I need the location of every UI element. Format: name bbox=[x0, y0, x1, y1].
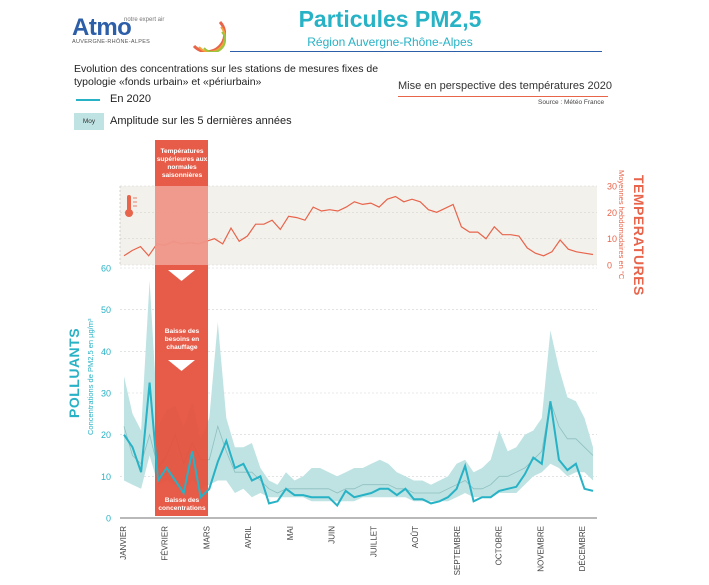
month-tick-label: FÉVRIER bbox=[161, 526, 170, 561]
title-divider bbox=[230, 51, 602, 52]
pm-tick-label: 0 bbox=[106, 514, 111, 524]
temperature-tick-label: 30 bbox=[607, 182, 617, 192]
annotation-bar-highlight bbox=[155, 186, 208, 265]
legend-2020-label: En 2020 bbox=[110, 93, 151, 105]
month-tick-label: OCTOBRE bbox=[495, 526, 504, 565]
pm-tick-label: 10 bbox=[101, 472, 111, 482]
annotation-bar bbox=[155, 140, 208, 516]
month-tick-label: MAI bbox=[286, 526, 295, 540]
chart-description: Evolution des concentrations sur les sta… bbox=[74, 63, 379, 88]
logo-arc-icon bbox=[192, 20, 226, 52]
month-tick-label: DÉCEMBRE bbox=[578, 526, 587, 571]
logo-tagline: notre expert air bbox=[124, 17, 165, 23]
temperature-tick-label: 10 bbox=[607, 234, 617, 244]
month-tick-label: NOVEMBRE bbox=[536, 526, 545, 572]
month-tick-label: JANVIER bbox=[119, 526, 128, 560]
temperature-legend-rule bbox=[398, 96, 608, 97]
month-tick-label: JUIN bbox=[328, 526, 337, 544]
temperature-tick-label: 0 bbox=[607, 261, 612, 271]
legend-amplitude-swatch: Moy bbox=[74, 113, 104, 130]
temperatures-axis-unit: Moyennes hebdomadaires en °C bbox=[617, 170, 626, 280]
month-tick-label: MARS bbox=[203, 526, 212, 549]
pm-tick-label: 40 bbox=[101, 347, 111, 357]
logo-region: AUVERGNE-RHÔNE-ALPES bbox=[72, 39, 151, 45]
month-tick-label: JUILLET bbox=[369, 526, 378, 557]
thermometer-icon bbox=[127, 195, 131, 211]
pm-2020-line bbox=[123, 382, 594, 508]
down-arrow-icon bbox=[168, 270, 195, 281]
annotation-temperatures: Températures supérieures aux normales sa… bbox=[156, 148, 208, 179]
thermometer-bulb-icon bbox=[125, 209, 133, 217]
month-tick-label: SEPTEMBRE bbox=[453, 526, 462, 575]
logo-text: Atmo bbox=[72, 14, 132, 41]
temperature-tick-label: 20 bbox=[607, 208, 617, 218]
atmo-logo: Atmo notre expert air AUVERGNE-RHÔNE-ALP… bbox=[72, 14, 226, 52]
legend-2020-swatch bbox=[76, 99, 100, 101]
legend-amplitude-label: Amplitude sur les 5 dernières années bbox=[110, 115, 292, 127]
pm-tick-label: 50 bbox=[101, 305, 111, 315]
page-title: Particules PM2,5 bbox=[298, 6, 482, 32]
annotation-concentrations: Baisse des concentrations bbox=[158, 497, 206, 512]
month-tick-label: AOÛT bbox=[411, 526, 420, 548]
pm-tick-label: 30 bbox=[101, 389, 111, 399]
temperature-legend-label: Mise en perspective des températures 202… bbox=[398, 80, 613, 92]
down-arrow-icon bbox=[168, 360, 195, 371]
polluants-axis-unit: Concentrations de PM2,5 en µg/m³ bbox=[86, 318, 95, 435]
page-subtitle: Région Auvergne-Rhône-Alpes bbox=[307, 35, 473, 49]
month-tick-label: AVRIL bbox=[244, 525, 253, 548]
pm-tick-label: 60 bbox=[101, 264, 111, 274]
polluants-axis-title: POLLUANTS bbox=[66, 327, 82, 418]
pm-tick-label: 20 bbox=[101, 430, 111, 440]
temperatures-axis-title: TEMPERATURES bbox=[631, 175, 647, 296]
temperature-source: Source : Météo France bbox=[538, 99, 605, 106]
annotation-heating: Baisse des besoins en chauffage bbox=[164, 328, 200, 351]
